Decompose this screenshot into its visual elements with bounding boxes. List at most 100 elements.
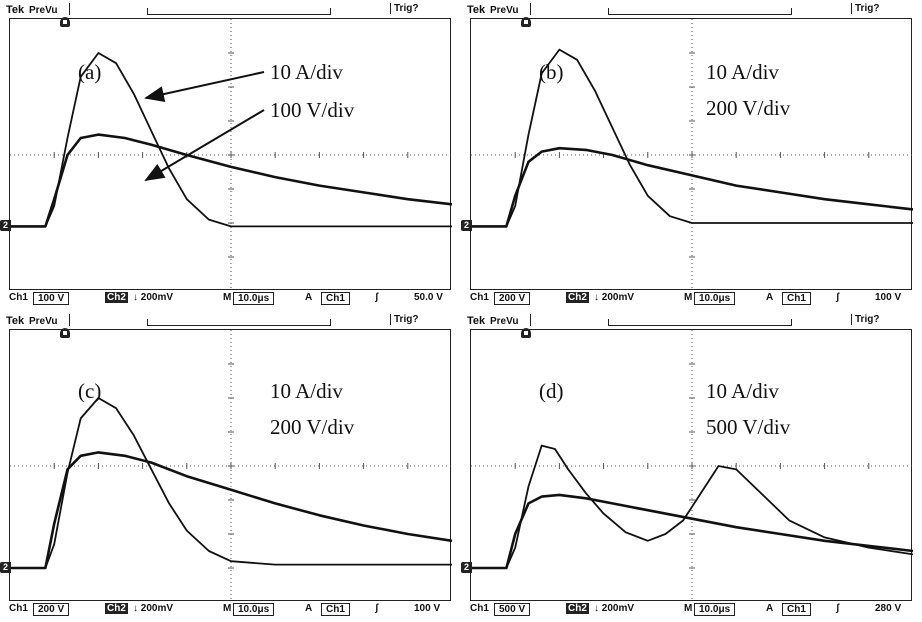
trigger-position-icon: [60, 17, 70, 27]
trigger-position-icon: [60, 328, 70, 338]
graticule: [10, 19, 452, 291]
status-ch2-scale: ↓ 200mV: [594, 292, 635, 303]
tek-logo: Tek: [467, 4, 486, 16]
tek-logo: Tek: [467, 315, 486, 327]
status-trig-slope: ʃ: [375, 292, 379, 303]
waveform-plot: [471, 330, 913, 602]
status-ch1-scale: 200 V: [494, 292, 531, 305]
status-bar: Ch1 100 V Ch2 ↓ 200mV M 10.0μs A Ch1 ʃ 50.0 V: [9, 292, 459, 306]
graticule: [10, 330, 452, 602]
current-scale-label: 10 A/div: [270, 379, 343, 403]
status-timebase: 10.0μs: [233, 292, 275, 305]
scope-panel-b: Tek PreVu Trig? 2 (b) 10 A/div 200 V/div Ch1 200…: [461, 0, 922, 311]
prevu-status: PreVu: [29, 316, 58, 327]
status-ch1-scale: 500 V: [494, 603, 531, 616]
record-position-bar: [608, 8, 792, 15]
current-scale-label: 10 A/div: [706, 60, 779, 84]
panel-label: (c): [78, 379, 102, 403]
top-separator: [69, 314, 70, 326]
ch2-ground-marker: 2: [0, 562, 11, 573]
trigger-position-icon: [521, 17, 531, 27]
status-timebase: 10.0μs: [233, 603, 275, 616]
top-separator: [69, 3, 70, 15]
status-m: M: [684, 292, 693, 303]
voltage-scale-label: 200 V/div: [706, 96, 791, 120]
panel-label: (b): [539, 60, 564, 84]
panel-label: (a): [78, 60, 102, 84]
status-a: A: [305, 292, 313, 303]
trace-current: [10, 52, 452, 228]
trace-voltage: [10, 451, 452, 570]
status-timebase: 10.0μs: [694, 603, 736, 616]
trigger-status: Trig?: [851, 3, 879, 14]
status-m: M: [223, 292, 232, 303]
tek-logo: Tek: [6, 315, 25, 327]
trace-voltage: [10, 133, 452, 228]
status-m: M: [684, 603, 693, 614]
trigger-position-icon: [521, 328, 531, 338]
current-scale-label: 10 A/div: [270, 60, 343, 84]
status-trig-src: Ch1: [321, 603, 350, 616]
status-ch2-scale: ↓ 200mV: [594, 603, 635, 614]
trace-current: [471, 48, 913, 228]
status-ch2: Ch2: [105, 292, 128, 303]
scope-screen: [470, 18, 913, 291]
status-trig-level: 100 V: [875, 292, 902, 303]
status-trig-slope: ʃ: [836, 603, 840, 614]
record-position-bar: [608, 319, 792, 326]
scope-panel-d: Tek PreVu Trig? 2 (d) 10 A/div 500 V/div Ch1 500…: [461, 311, 922, 622]
status-trig-level: 280 V: [875, 603, 902, 614]
record-position-bar: [147, 319, 331, 326]
trace-voltage: [471, 146, 913, 228]
status-trig-level: 50.0 V: [414, 292, 443, 303]
voltage-scale-label: 100 V/div: [270, 98, 355, 122]
scope-panel-c: Tek PreVu Trig? 2 (c) 10 A/div 200 V/div Ch1 200…: [0, 311, 461, 622]
status-ch2: Ch2: [566, 292, 589, 303]
status-trig-level: 100 V: [414, 603, 441, 614]
status-trig-src: Ch1: [782, 603, 811, 616]
graticule: [471, 330, 913, 602]
status-a: A: [305, 603, 313, 614]
trigger-status: Trig?: [390, 314, 418, 325]
status-ch1: Ch1: [9, 292, 28, 303]
waveform-plot: [10, 330, 452, 602]
status-ch2: Ch2: [105, 603, 128, 614]
status-trig-src: Ch1: [321, 292, 350, 305]
prevu-status: PreVu: [29, 5, 58, 16]
status-m: M: [223, 603, 232, 614]
current-scale-label: 10 A/div: [706, 379, 779, 403]
ch2-ground-marker: 2: [461, 220, 472, 232]
status-ch1: Ch1: [9, 603, 28, 614]
waveform-plot: [471, 19, 913, 291]
status-trig-slope: ʃ: [375, 603, 379, 614]
voltage-scale-label: 500 V/div: [706, 415, 791, 439]
status-trig-slope: ʃ: [836, 292, 840, 303]
prevu-status: PreVu: [490, 5, 519, 16]
status-bar: Ch1 200 V Ch2 ↓ 200mV M 10.0μs A Ch1 ʃ 100 V: [9, 603, 459, 617]
ch2-ground-marker: 2: [461, 562, 472, 573]
status-a: A: [766, 292, 774, 303]
status-trig-src: Ch1: [782, 292, 811, 305]
record-position-bar: [147, 8, 331, 15]
status-bar: Ch1 200 V Ch2 ↓ 200mV M 10.0μs A Ch1 ʃ 100 V: [470, 292, 920, 306]
status-ch1: Ch1: [470, 292, 489, 303]
prevu-status: PreVu: [490, 316, 519, 327]
status-ch1: Ch1: [470, 603, 489, 614]
voltage-scale-label: 200 V/div: [270, 415, 355, 439]
status-ch1-scale: 200 V: [33, 603, 70, 616]
status-ch1-scale: 100 V: [33, 292, 70, 305]
panel-label: (d): [539, 379, 564, 403]
status-ch2-scale: ↓ 200mV: [133, 292, 174, 303]
scope-screen: [9, 329, 452, 602]
trace-current: [10, 397, 452, 569]
scope-panel-a: Tek PreVu Trig? 2 (a) 10 A/div 100 V/div Ch1 100…: [0, 0, 461, 311]
scope-screen: [470, 329, 913, 602]
status-bar: Ch1 500 V Ch2 ↓ 200mV M 10.0μs A Ch1 ʃ 280 V: [470, 603, 920, 617]
ch2-ground-marker: 2: [0, 220, 11, 232]
trigger-status: Trig?: [390, 3, 418, 14]
scope-screen: [9, 18, 452, 291]
trigger-status: Trig?: [851, 314, 879, 325]
top-separator: [530, 3, 531, 15]
status-a: A: [766, 603, 774, 614]
tek-logo: Tek: [6, 4, 25, 16]
